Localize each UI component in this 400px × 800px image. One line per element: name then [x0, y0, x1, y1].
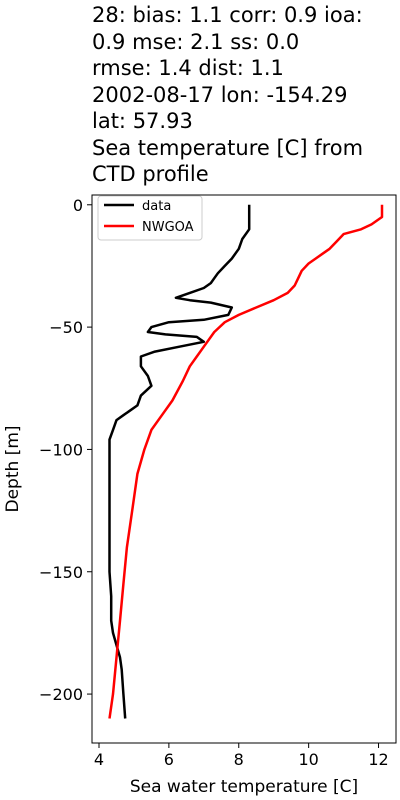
- title-line: Sea temperature [C] from: [92, 135, 364, 160]
- title-line: CTD profile: [92, 162, 209, 186]
- x-axis-label: Sea water temperature [C]: [130, 777, 358, 797]
- series-line-nwgoa: [108, 204, 384, 719]
- y-tick-label: −200: [39, 685, 83, 704]
- y-tick-label: 0: [73, 196, 83, 215]
- plot-frame: [91, 194, 397, 744]
- chart-title: 28: bias: 1.1 corr: 0.9 ioa: 0.9 mse: 2.1…: [92, 2, 397, 188]
- title-line: lat: 57.93: [92, 109, 193, 133]
- x-tick-label: 12: [368, 750, 388, 769]
- legend: data NWGOA: [97, 195, 203, 241]
- x-tick-label: 6: [164, 750, 174, 769]
- x-tick-label: 4: [94, 750, 104, 769]
- y-tick-label: −100: [39, 440, 83, 459]
- title-line: 28: bias: 1.1 corr: 0.9 ioa:: [92, 3, 363, 27]
- title-line: rmse: 1.4 dist: 1.1: [92, 56, 284, 80]
- y-axis: 0 −50 −100 −150 −200: [39, 196, 92, 704]
- legend-label-nwgoa: NWGOA: [142, 220, 194, 235]
- y-tick-label: −50: [49, 318, 83, 337]
- x-tick-label: 10: [298, 750, 318, 769]
- series-line-data: [108, 204, 251, 719]
- title-line: 2002-08-17 lon: -154.29: [92, 82, 348, 107]
- x-tick-label: 8: [234, 750, 244, 769]
- legend-label-data: data: [142, 199, 171, 214]
- x-axis: 4 6 8 10 12: [94, 743, 389, 769]
- legend-box: [97, 195, 203, 241]
- y-axis-label: Depth [m]: [3, 425, 23, 512]
- plot-content: [108, 204, 384, 719]
- title-line: 0.9 mse: 2.1 ss: 0.0: [92, 29, 300, 54]
- y-tick-label: −150: [39, 563, 83, 582]
